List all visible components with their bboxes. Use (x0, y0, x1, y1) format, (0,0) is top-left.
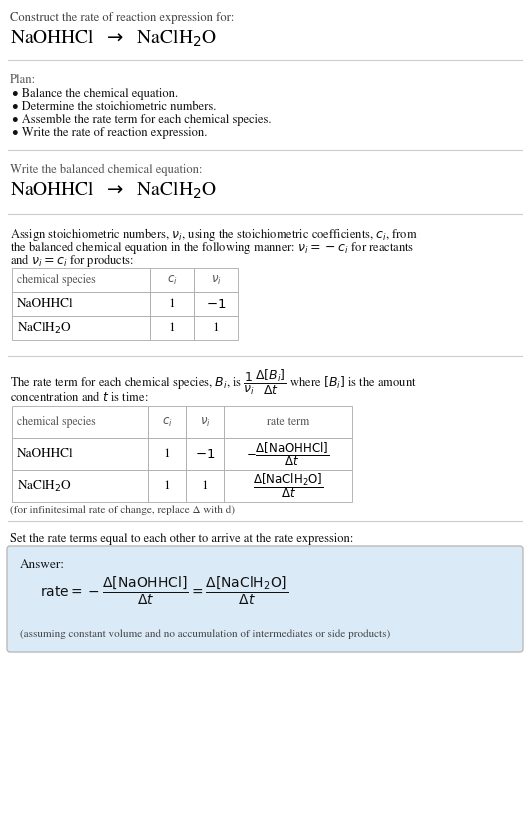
Text: and $\nu_i = c_i$ for products:: and $\nu_i = c_i$ for products: (10, 252, 134, 269)
Text: $-\dfrac{\Delta[\mathrm{NaOHHCl}]}{\Delta t}$: $-\dfrac{\Delta[\mathrm{NaOHHCl}]}{\Delt… (246, 440, 330, 468)
Text: chemical species: chemical species (17, 274, 96, 286)
Bar (12, 406, 148, 438)
Text: Plan:: Plan: (10, 74, 36, 85)
Text: 1: 1 (201, 480, 208, 492)
Text: $\nu_i$: $\nu_i$ (210, 273, 222, 287)
Text: 1: 1 (213, 322, 219, 334)
Text: • Write the rate of reaction expression.: • Write the rate of reaction expression. (12, 127, 207, 139)
Text: • Assemble the rate term for each chemical species.: • Assemble the rate term for each chemic… (12, 114, 271, 127)
Text: Write the balanced chemical equation:: Write the balanced chemical equation: (10, 164, 202, 176)
Text: 1: 1 (169, 322, 175, 334)
Text: $\nu_i$: $\nu_i$ (200, 416, 210, 428)
Text: NaOHHCl: NaOHHCl (17, 448, 74, 460)
Text: the balanced chemical equation in the following manner: $\nu_i = -c_i$ for react: the balanced chemical equation in the fo… (10, 239, 414, 256)
Bar (186, 438, 224, 470)
Bar (224, 406, 352, 438)
Text: $c_i$: $c_i$ (166, 273, 178, 287)
Text: $\dfrac{\Delta[\mathrm{NaClH_2O}]}{\Delta t}$: $\dfrac{\Delta[\mathrm{NaClH_2O}]}{\Delt… (253, 472, 323, 500)
Text: Construct the rate of reaction expression for:: Construct the rate of reaction expressio… (10, 12, 234, 24)
Bar (148, 470, 186, 502)
Bar (224, 438, 352, 470)
Bar (150, 316, 194, 340)
Bar (194, 268, 238, 292)
Text: $-1$: $-1$ (206, 297, 226, 311)
Bar (12, 316, 150, 340)
Bar (148, 438, 186, 470)
Text: NaClH$_2$O: NaClH$_2$O (17, 320, 72, 335)
Text: (assuming constant volume and no accumulation of intermediates or side products): (assuming constant volume and no accumul… (20, 629, 390, 639)
Bar (186, 470, 224, 502)
Bar (12, 470, 148, 502)
Bar (150, 268, 194, 292)
Bar (12, 438, 148, 470)
Text: Set the rate terms equal to each other to arrive at the rate expression:: Set the rate terms equal to each other t… (10, 533, 354, 545)
Bar (194, 292, 238, 316)
FancyBboxPatch shape (7, 546, 523, 652)
Text: $-1$: $-1$ (195, 447, 215, 461)
Text: chemical species: chemical species (17, 416, 96, 428)
Text: (for infinitesimal rate of change, replace Δ with d): (for infinitesimal rate of change, repla… (10, 505, 235, 515)
Text: Assign stoichiometric numbers, $\nu_i$, using the stoichiometric coefficients, $: Assign stoichiometric numbers, $\nu_i$, … (10, 226, 418, 243)
Text: NaOHHCl  $\rightarrow$  NaClH$_2$O: NaOHHCl $\rightarrow$ NaClH$_2$O (10, 28, 217, 49)
Text: NaOHHCl: NaOHHCl (17, 298, 74, 310)
Text: $\mathrm{rate} = -\dfrac{\Delta[\mathrm{NaOHHCl}]}{\Delta t} = \dfrac{\Delta[\ma: $\mathrm{rate} = -\dfrac{\Delta[\mathrm{… (40, 575, 288, 608)
Bar (12, 268, 150, 292)
Text: NaOHHCl  $\rightarrow$  NaClH$_2$O: NaOHHCl $\rightarrow$ NaClH$_2$O (10, 180, 217, 201)
Bar (148, 406, 186, 438)
Text: concentration and $t$ is time:: concentration and $t$ is time: (10, 390, 148, 404)
Text: • Balance the chemical equation.: • Balance the chemical equation. (12, 88, 178, 100)
Bar (194, 316, 238, 340)
Text: 1: 1 (169, 298, 175, 310)
Bar (186, 406, 224, 438)
Bar (224, 470, 352, 502)
Text: Answer:: Answer: (20, 559, 65, 571)
Text: • Determine the stoichiometric numbers.: • Determine the stoichiometric numbers. (12, 101, 216, 113)
Text: NaClH$_2$O: NaClH$_2$O (17, 478, 72, 494)
Text: 1: 1 (164, 448, 170, 460)
Text: rate term: rate term (267, 416, 309, 428)
Text: $c_i$: $c_i$ (162, 416, 172, 428)
Text: The rate term for each chemical species, $B_i$, is $\dfrac{1}{\nu_i}\dfrac{\Delt: The rate term for each chemical species,… (10, 368, 417, 397)
Bar (12, 292, 150, 316)
Text: 1: 1 (164, 480, 170, 492)
Bar (150, 292, 194, 316)
